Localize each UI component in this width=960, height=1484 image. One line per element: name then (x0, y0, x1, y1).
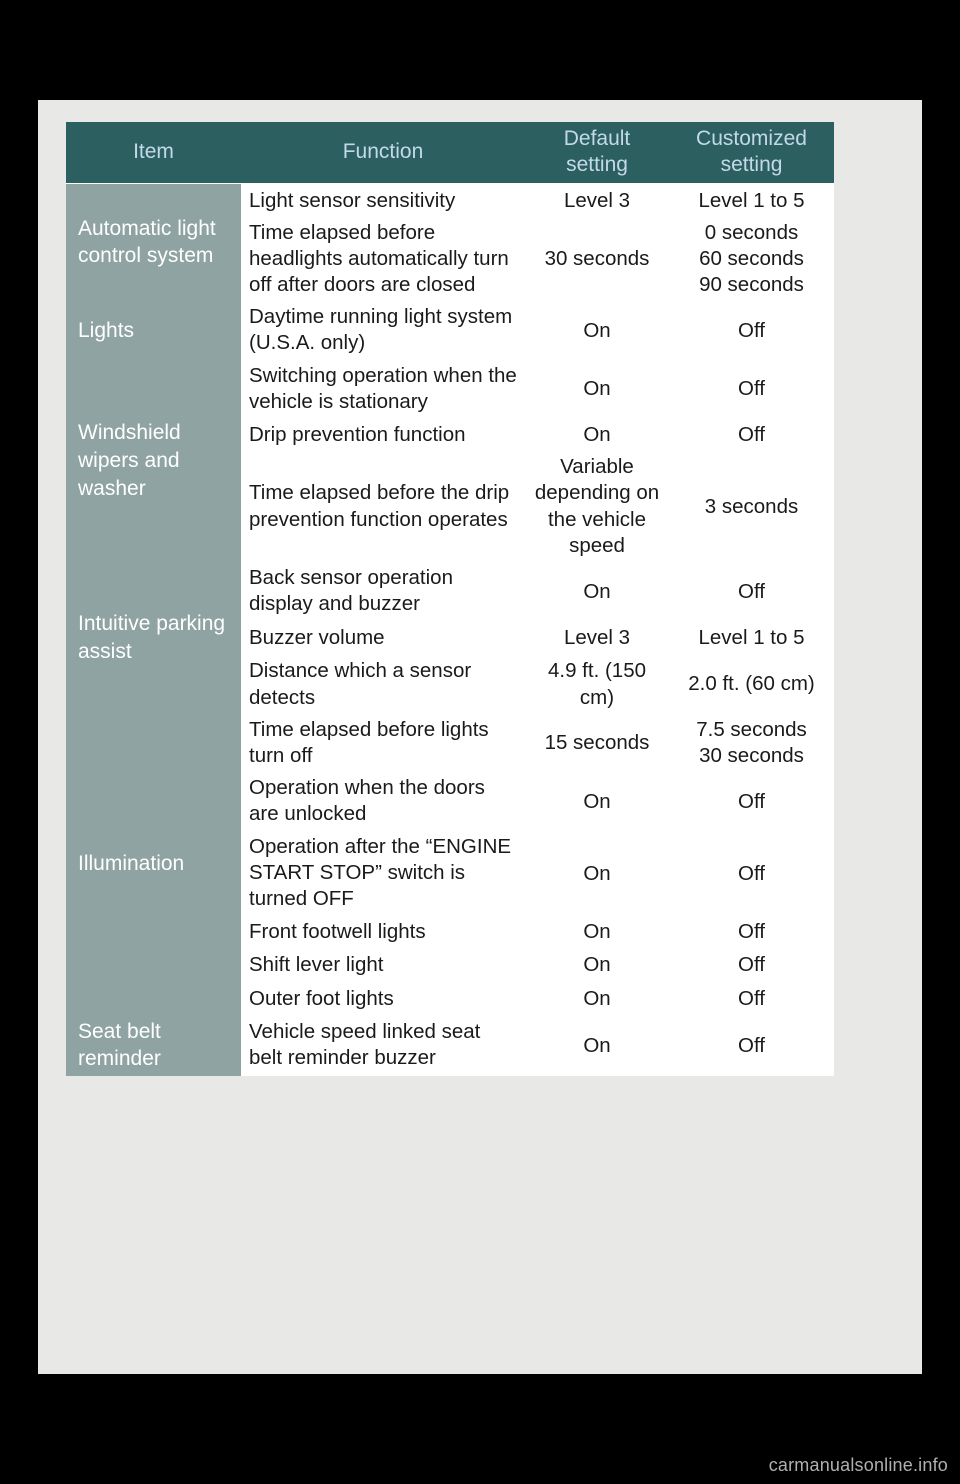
table-header-row: Item Function Default setting Customized… (66, 122, 834, 183)
cust-line: 90 seconds (699, 273, 804, 296)
cust-cell: Off (669, 301, 834, 359)
document-page: Item Function Default setting Customized… (38, 100, 922, 1374)
func-cell: Operation after the “ENGINE START STOP” … (241, 831, 525, 916)
func-cell: Time elapsed before headlights automatic… (241, 217, 525, 302)
table-row: Seat belt reminder Vehicle speed linked … (66, 1015, 834, 1076)
cust-cell: Off (669, 948, 834, 981)
header-function: Function (241, 122, 525, 183)
cust-line: 0 seconds (705, 221, 798, 244)
cust-cell: 7.5 seconds 30 seconds (669, 714, 834, 772)
cust-cell: Off (669, 418, 834, 451)
cust-cell: 3 seconds (669, 451, 834, 562)
default-cell: On (525, 301, 669, 359)
table-row: Lights Daytime running light system (U.S… (66, 301, 834, 359)
cust-line: 60 seconds (699, 247, 804, 270)
func-cell: Time elapsed before lights turn off (241, 714, 525, 772)
item-wipers: Windshield wipers and washer (66, 360, 241, 562)
func-cell: Time elapsed before the drip prevention … (241, 451, 525, 562)
func-cell: Operation when the doors are unlocked (241, 772, 525, 830)
default-cell: On (525, 772, 669, 830)
default-cell: 15 seconds (525, 714, 669, 772)
default-cell: Level 3 (525, 183, 669, 217)
item-seatbelt: Seat belt reminder (66, 1015, 241, 1076)
default-cell: On (525, 418, 669, 451)
default-cell: 4.9 ft. (150 cm) (525, 654, 669, 714)
item-parking: Intuitive parking assist (66, 562, 241, 714)
func-cell: Distance which a sensor detects (241, 654, 525, 714)
default-cell: 30 seconds (525, 217, 669, 302)
default-cell: On (525, 915, 669, 948)
item-lights: Lights (66, 301, 241, 359)
table-row: Windshield wipers and washer Switching o… (66, 360, 834, 418)
item-illumination: Illumination (66, 714, 241, 1015)
cust-cell: Off (669, 982, 834, 1015)
func-cell: Back sensor operation display and buzzer (241, 562, 525, 620)
default-cell: On (525, 360, 669, 418)
cust-cell: Off (669, 360, 834, 418)
func-cell: Outer foot lights (241, 982, 525, 1015)
table-row: Automatic light control system Light sen… (66, 183, 834, 217)
cust-cell: Level 1 to 5 (669, 183, 834, 217)
cust-cell: 2.0 ft. (60 cm) (669, 654, 834, 714)
default-cell: On (525, 982, 669, 1015)
default-cell: Level 3 (525, 621, 669, 654)
default-cell: On (525, 562, 669, 620)
header-default: Default setting (525, 122, 669, 183)
func-cell: Front footwell lights (241, 915, 525, 948)
cust-cell: Off (669, 772, 834, 830)
func-cell: Vehicle speed linked seat belt reminder … (241, 1015, 525, 1076)
header-item: Item (66, 122, 241, 183)
func-cell: Buzzer volume (241, 621, 525, 654)
default-cell: On (525, 1015, 669, 1076)
watermark-text: carmanualsonline.info (769, 1455, 948, 1476)
cust-line: 30 seconds (699, 744, 804, 767)
cust-cell: Off (669, 915, 834, 948)
func-cell: Drip prevention function (241, 418, 525, 451)
cust-cell: Off (669, 1015, 834, 1076)
func-cell: Shift lever light (241, 948, 525, 981)
cust-cell: Off (669, 562, 834, 620)
header-customized: Customized setting (669, 122, 834, 183)
cust-cell: Level 1 to 5 (669, 621, 834, 654)
default-cell: Variable depending on the vehicle speed (525, 451, 669, 562)
item-auto-light: Automatic light control system (66, 183, 241, 301)
table-row: Illumination Time elapsed before lights … (66, 714, 834, 772)
cust-line: 7.5 seconds (696, 718, 807, 741)
table-row: Intuitive parking assist Back sensor ope… (66, 562, 834, 620)
default-cell: On (525, 831, 669, 916)
func-cell: Daytime running light system (U.S.A. onl… (241, 301, 525, 359)
cust-cell: Off (669, 831, 834, 916)
settings-table: Item Function Default setting Customized… (66, 122, 834, 1076)
cust-cell: 0 seconds 60 seconds 90 seconds (669, 217, 834, 302)
default-cell: On (525, 948, 669, 981)
func-cell: Light sensor sensitivity (241, 183, 525, 217)
func-cell: Switching operation when the vehicle is … (241, 360, 525, 418)
